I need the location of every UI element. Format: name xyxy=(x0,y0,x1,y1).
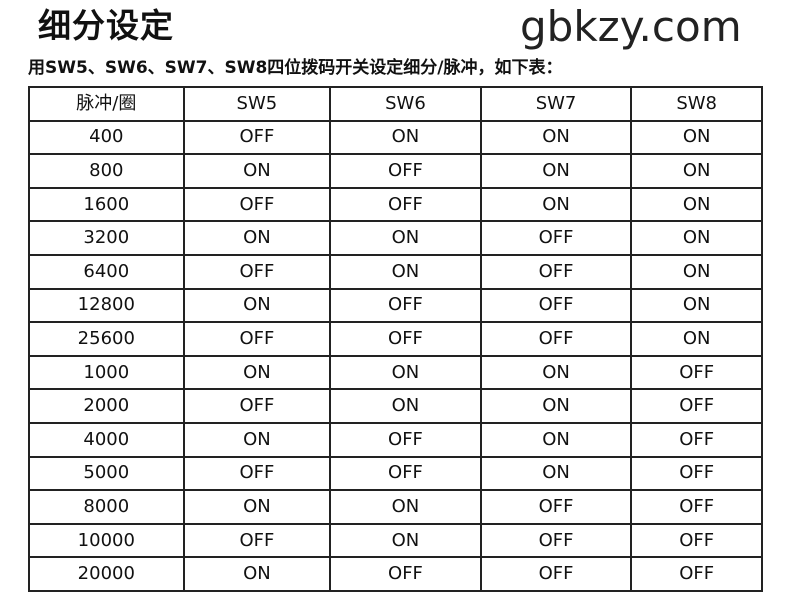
table-cell: ON xyxy=(182,556,332,592)
page-title: 细分设定 xyxy=(38,6,174,45)
table-row: 6400 OFF ON OFF ON xyxy=(28,253,763,290)
table-cell: ON xyxy=(182,354,332,391)
table-cell: 400 xyxy=(28,119,185,156)
table-cell: ON xyxy=(630,253,763,290)
table-cell: ON xyxy=(479,153,633,189)
table-row: 5000 OFF OFF ON OFF xyxy=(28,455,763,492)
table-cell: ON xyxy=(329,119,482,156)
table-row: 10000 OFF ON OFF OFF xyxy=(28,522,763,559)
table-cell: 25600 xyxy=(28,321,185,357)
table-cell: OFF xyxy=(630,522,763,559)
table-cell: ON xyxy=(479,186,633,223)
table-cell: ON xyxy=(630,186,763,223)
table-cell: 5000 xyxy=(28,455,185,492)
table-cell: OFF xyxy=(479,220,633,256)
table-cell: 2000 xyxy=(28,388,185,424)
table-header-cell: SW5 xyxy=(182,86,332,122)
table-cell: OFF xyxy=(630,556,763,592)
table-cell: OFF xyxy=(329,455,482,492)
table-cell: OFF xyxy=(630,489,763,525)
table-header-cell: SW6 xyxy=(329,86,482,122)
table-cell: ON xyxy=(182,421,332,458)
table-cell: OFF xyxy=(182,455,332,492)
table-cell: OFF xyxy=(630,455,763,492)
table-cell: ON xyxy=(329,489,482,525)
table-cell: ON xyxy=(479,421,633,458)
table-cell: ON xyxy=(182,287,332,324)
table-cell: 8000 xyxy=(28,489,185,525)
table-cell: ON xyxy=(329,220,482,256)
table-cell: ON xyxy=(329,253,482,290)
table-row: 4000 ON OFF ON OFF xyxy=(28,421,763,458)
table-cell: ON xyxy=(329,522,482,559)
table-row: 8000 ON ON OFF OFF xyxy=(28,489,763,525)
table-cell: ON xyxy=(182,489,332,525)
table-cell: OFF xyxy=(182,253,332,290)
table-cell: 3200 xyxy=(28,220,185,256)
table-cell: OFF xyxy=(182,522,332,559)
table-cell: OFF xyxy=(182,321,332,357)
table-cell: OFF xyxy=(329,186,482,223)
table-cell: 20000 xyxy=(28,556,185,592)
table-cell: 12800 xyxy=(28,287,185,324)
table-cell: OFF xyxy=(329,556,482,592)
table-cell: 4000 xyxy=(28,421,185,458)
table-cell: ON xyxy=(479,119,633,156)
table-cell: ON xyxy=(479,354,633,391)
table-cell: OFF xyxy=(479,287,633,324)
table-cell: OFF xyxy=(329,153,482,189)
dip-switch-table: 脉冲/圈 SW5 SW6 SW7 SW8 400 OFF ON ON ON 800 ON OFF ON ON… xyxy=(28,86,763,592)
table-header-row: 脉冲/圈 SW5 SW6 SW7 SW8 xyxy=(28,86,763,122)
table-row: 400 OFF ON ON ON xyxy=(28,119,763,156)
table-row: 1600 OFF OFF ON ON xyxy=(28,186,763,223)
table-cell: 10000 xyxy=(28,522,185,559)
table-cell: ON xyxy=(630,287,763,324)
table-cell: OFF xyxy=(479,253,633,290)
table-cell: ON xyxy=(479,455,633,492)
table-cell: OFF xyxy=(479,556,633,592)
table-row: 800 ON OFF ON ON xyxy=(28,153,763,189)
table-cell: ON xyxy=(479,388,633,424)
table-cell: 1000 xyxy=(28,354,185,391)
table-body: 脉冲/圈 SW5 SW6 SW7 SW8 400 OFF ON ON ON 800 ON OFF ON ON… xyxy=(28,86,763,592)
table-cell: OFF xyxy=(479,321,633,357)
table-row: 12800 ON OFF OFF ON xyxy=(28,287,763,324)
table-cell: OFF xyxy=(329,321,482,357)
table-cell: OFF xyxy=(329,287,482,324)
table-cell: OFF xyxy=(182,388,332,424)
table-row: 3200 ON ON OFF ON xyxy=(28,220,763,256)
table-cell: OFF xyxy=(630,354,763,391)
table-cell: OFF xyxy=(479,489,633,525)
table-cell: 800 xyxy=(28,153,185,189)
table-cell: 6400 xyxy=(28,253,185,290)
table-cell: OFF xyxy=(182,186,332,223)
table-cell: OFF xyxy=(329,421,482,458)
subtitle: 用SW5、SW6、SW7、SW8四位拨码开关设定细分/脉冲，如下表： xyxy=(28,58,563,78)
table-header-cell: 脉冲/圈 xyxy=(28,86,185,122)
watermark: gbkzy.com xyxy=(520,2,742,51)
table-cell: OFF xyxy=(630,388,763,424)
table-cell: ON xyxy=(630,220,763,256)
table-header-cell: SW7 xyxy=(479,86,633,122)
table-row: 2000 OFF ON ON OFF xyxy=(28,388,763,424)
table-cell: ON xyxy=(182,153,332,189)
table-cell: ON xyxy=(329,388,482,424)
table-cell: 1600 xyxy=(28,186,185,223)
table-cell: ON xyxy=(630,321,763,357)
table-cell: OFF xyxy=(630,421,763,458)
table-row: 25600 OFF OFF OFF ON xyxy=(28,321,763,357)
table-cell: ON xyxy=(630,153,763,189)
table-cell: ON xyxy=(630,119,763,156)
table-row: 1000 ON ON ON OFF xyxy=(28,354,763,391)
table-cell: ON xyxy=(182,220,332,256)
table-row: 20000 ON OFF OFF OFF xyxy=(28,556,763,592)
table-cell: OFF xyxy=(182,119,332,156)
table-cell: ON xyxy=(329,354,482,391)
table-header-cell: SW8 xyxy=(630,86,763,122)
table-cell: OFF xyxy=(479,522,633,559)
